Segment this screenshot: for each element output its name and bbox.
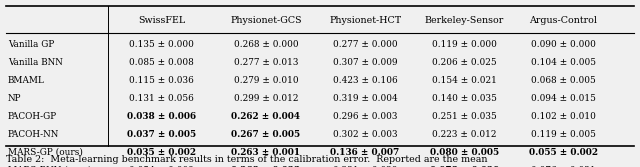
Text: 0.055 ± 0.002: 0.055 ± 0.002 — [529, 148, 598, 157]
Text: 0.135 ± 0.000: 0.135 ± 0.000 — [129, 40, 194, 49]
Text: Table 2:  Meta-learning benchmark results in terms of the calibration error.  Re: Table 2: Meta-learning benchmark results… — [6, 155, 488, 164]
Text: 0.268 ± 0.023: 0.268 ± 0.023 — [231, 166, 301, 167]
Text: Physionet-GCS: Physionet-GCS — [230, 16, 301, 25]
Text: BMAML: BMAML — [8, 76, 45, 85]
Text: PACOH-GP: PACOH-GP — [8, 112, 57, 121]
Text: NP: NP — [8, 94, 21, 103]
Text: 0.140 ± 0.035: 0.140 ± 0.035 — [432, 94, 497, 103]
Text: 0.076 ± 0.031: 0.076 ± 0.031 — [531, 166, 596, 167]
Text: SwissFEL: SwissFEL — [138, 16, 185, 25]
Text: 0.038 ± 0.006: 0.038 ± 0.006 — [127, 112, 196, 121]
Text: 0.154 ± 0.021: 0.154 ± 0.021 — [432, 76, 497, 85]
Text: 0.319 ± 0.004: 0.319 ± 0.004 — [333, 94, 397, 103]
Text: 0.119 ± 0.000: 0.119 ± 0.000 — [432, 40, 497, 49]
Text: 0.054 ± 0.009: 0.054 ± 0.009 — [129, 166, 194, 167]
Text: 0.085 ± 0.008: 0.085 ± 0.008 — [129, 58, 194, 67]
Text: 0.078 ± 0.020: 0.078 ± 0.020 — [429, 166, 499, 167]
Text: Berkeley-Sensor: Berkeley-Sensor — [425, 16, 504, 25]
Text: MARS-GP (ours): MARS-GP (ours) — [8, 148, 83, 157]
Text: 0.131 ± 0.056: 0.131 ± 0.056 — [129, 94, 194, 103]
Text: 0.037 ± 0.005: 0.037 ± 0.005 — [127, 130, 196, 139]
Text: 0.035 ± 0.002: 0.035 ± 0.002 — [127, 148, 196, 157]
Text: 0.296 ± 0.003: 0.296 ± 0.003 — [333, 112, 397, 121]
Text: 0.277 ± 0.013: 0.277 ± 0.013 — [234, 58, 298, 67]
Text: 0.277 ± 0.000: 0.277 ± 0.000 — [333, 40, 397, 49]
Text: MARS-BNN (ours): MARS-BNN (ours) — [8, 166, 91, 167]
Text: 0.104 ± 0.005: 0.104 ± 0.005 — [531, 58, 596, 67]
Text: 0.307 ± 0.009: 0.307 ± 0.009 — [333, 58, 397, 67]
Text: 0.263 ± 0.001: 0.263 ± 0.001 — [231, 148, 301, 157]
Text: 0.115 ± 0.036: 0.115 ± 0.036 — [129, 76, 194, 85]
Text: 0.302 ± 0.003: 0.302 ± 0.003 — [333, 130, 397, 139]
Text: 0.267 ± 0.005: 0.267 ± 0.005 — [231, 130, 301, 139]
Text: 0.136 ± 0.007: 0.136 ± 0.007 — [330, 148, 400, 157]
Text: 0.090 ± 0.000: 0.090 ± 0.000 — [531, 40, 596, 49]
Text: 0.102 ± 0.010: 0.102 ± 0.010 — [531, 112, 596, 121]
Text: 0.251 ± 0.035: 0.251 ± 0.035 — [432, 112, 497, 121]
Text: 0.279 ± 0.010: 0.279 ± 0.010 — [234, 76, 298, 85]
Text: 0.068 ± 0.005: 0.068 ± 0.005 — [531, 76, 596, 85]
Text: Physionet-HCT: Physionet-HCT — [329, 16, 401, 25]
Text: 0.223 ± 0.012: 0.223 ± 0.012 — [432, 130, 497, 139]
Text: 0.262 ± 0.004: 0.262 ± 0.004 — [232, 112, 300, 121]
Text: 0.268 ± 0.000: 0.268 ± 0.000 — [234, 40, 298, 49]
Text: 0.206 ± 0.025: 0.206 ± 0.025 — [432, 58, 497, 67]
Text: 0.080 ± 0.005: 0.080 ± 0.005 — [429, 148, 499, 157]
Text: 0.423 ± 0.106: 0.423 ± 0.106 — [333, 76, 397, 85]
Text: Argus-Control: Argus-Control — [529, 16, 598, 25]
Text: 0.094 ± 0.015: 0.094 ± 0.015 — [531, 94, 596, 103]
Text: 0.119 ± 0.005: 0.119 ± 0.005 — [531, 130, 596, 139]
Text: PACOH-NN: PACOH-NN — [8, 130, 59, 139]
Text: 0.231 ± 0.029: 0.231 ± 0.029 — [333, 166, 397, 167]
Text: Vanilla BNN: Vanilla BNN — [8, 58, 63, 67]
Text: 0.299 ± 0.012: 0.299 ± 0.012 — [234, 94, 298, 103]
Text: Vanilla GP: Vanilla GP — [8, 40, 54, 49]
